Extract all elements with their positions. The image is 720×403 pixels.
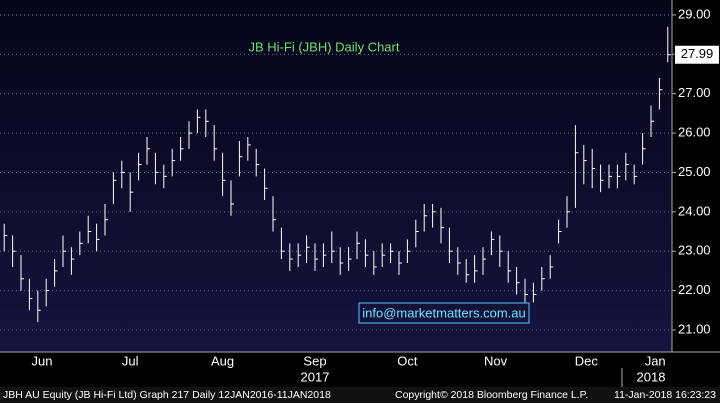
y-tick-label: 23.00 [678,243,711,258]
annotation-box [358,302,530,324]
last-price-box [675,45,719,64]
year-label: 2017 [301,369,330,384]
last-price-label: 27.99 [681,46,714,61]
y-tick-label: 26.00 [678,125,711,140]
x-tick-label: Dec [575,353,599,368]
x-axis-area [0,352,720,387]
year-label: 2018 [637,369,666,384]
y-tick-label: 29.00 [678,6,711,21]
y-tick-label: 21.00 [678,321,711,336]
x-tick-label: Nov [484,353,508,368]
status-bar [0,387,720,403]
plot-area [0,0,672,352]
footer-text: 11-Jan-2018 16:23:23 [614,389,716,401]
annotation: info@marketmatters.com.au [362,305,525,320]
x-tick-label: Sep [303,353,326,368]
x-tick-label: Jan [645,353,666,368]
x-tick-label: Oct [397,353,418,368]
x-tick-label: Jul [122,353,139,368]
footer-text: JBH AU Equity (JB Hi-Fi Ltd) Graph 217 D… [3,389,331,401]
y-tick-label: 22.00 [678,282,711,297]
footer-text: Copyright© 2018 Bloomberg Finance L.P. [395,389,588,401]
y-tick-label: 25.00 [678,164,711,179]
y-tick-label: 24.00 [678,203,711,218]
chart-title: JB Hi-Fi (JBH) Daily Chart [249,39,400,54]
y-tick-label: 27.00 [678,85,711,100]
x-tick-label: Jun [32,353,53,368]
x-tick-label: Aug [211,353,234,368]
